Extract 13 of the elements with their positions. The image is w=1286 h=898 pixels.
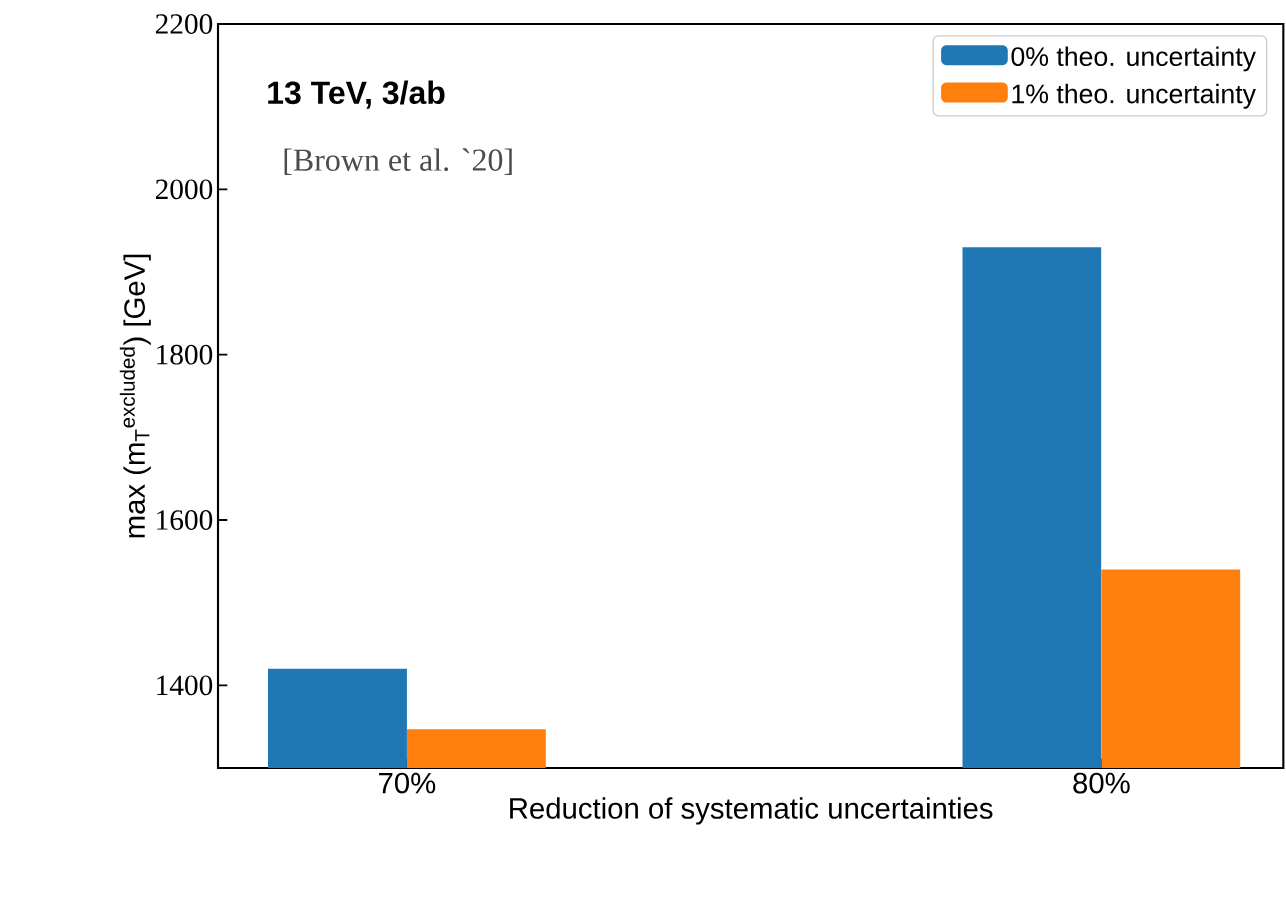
- y-tick-label: 2200: [155, 14, 213, 34]
- annotation: [Brown et al. `20]: [284, 148, 512, 175]
- annotation: 13 TeV, 3/ab: [268, 80, 445, 109]
- y-tick-label: 1400: [157, 675, 213, 696]
- x-tick-label: 80%: [1073, 772, 1130, 794]
- y-tick-label: 1600: [157, 510, 213, 530]
- legend-label: 1% theo. uncertainty: [1012, 83, 1256, 109]
- x-axis-title: Reduction of systematic uncertainties: [510, 797, 993, 825]
- y-tick-label: 1800: [157, 344, 213, 365]
- x-tick-label: 70%: [379, 772, 436, 794]
- y-axis-title: max (m$_{T}$$^{excluded}$) [GeV]: [119, 254, 151, 538]
- y-tick-label: 2000: [155, 179, 213, 200]
- legend-label: 0% theo. uncertainty: [1011, 46, 1256, 72]
